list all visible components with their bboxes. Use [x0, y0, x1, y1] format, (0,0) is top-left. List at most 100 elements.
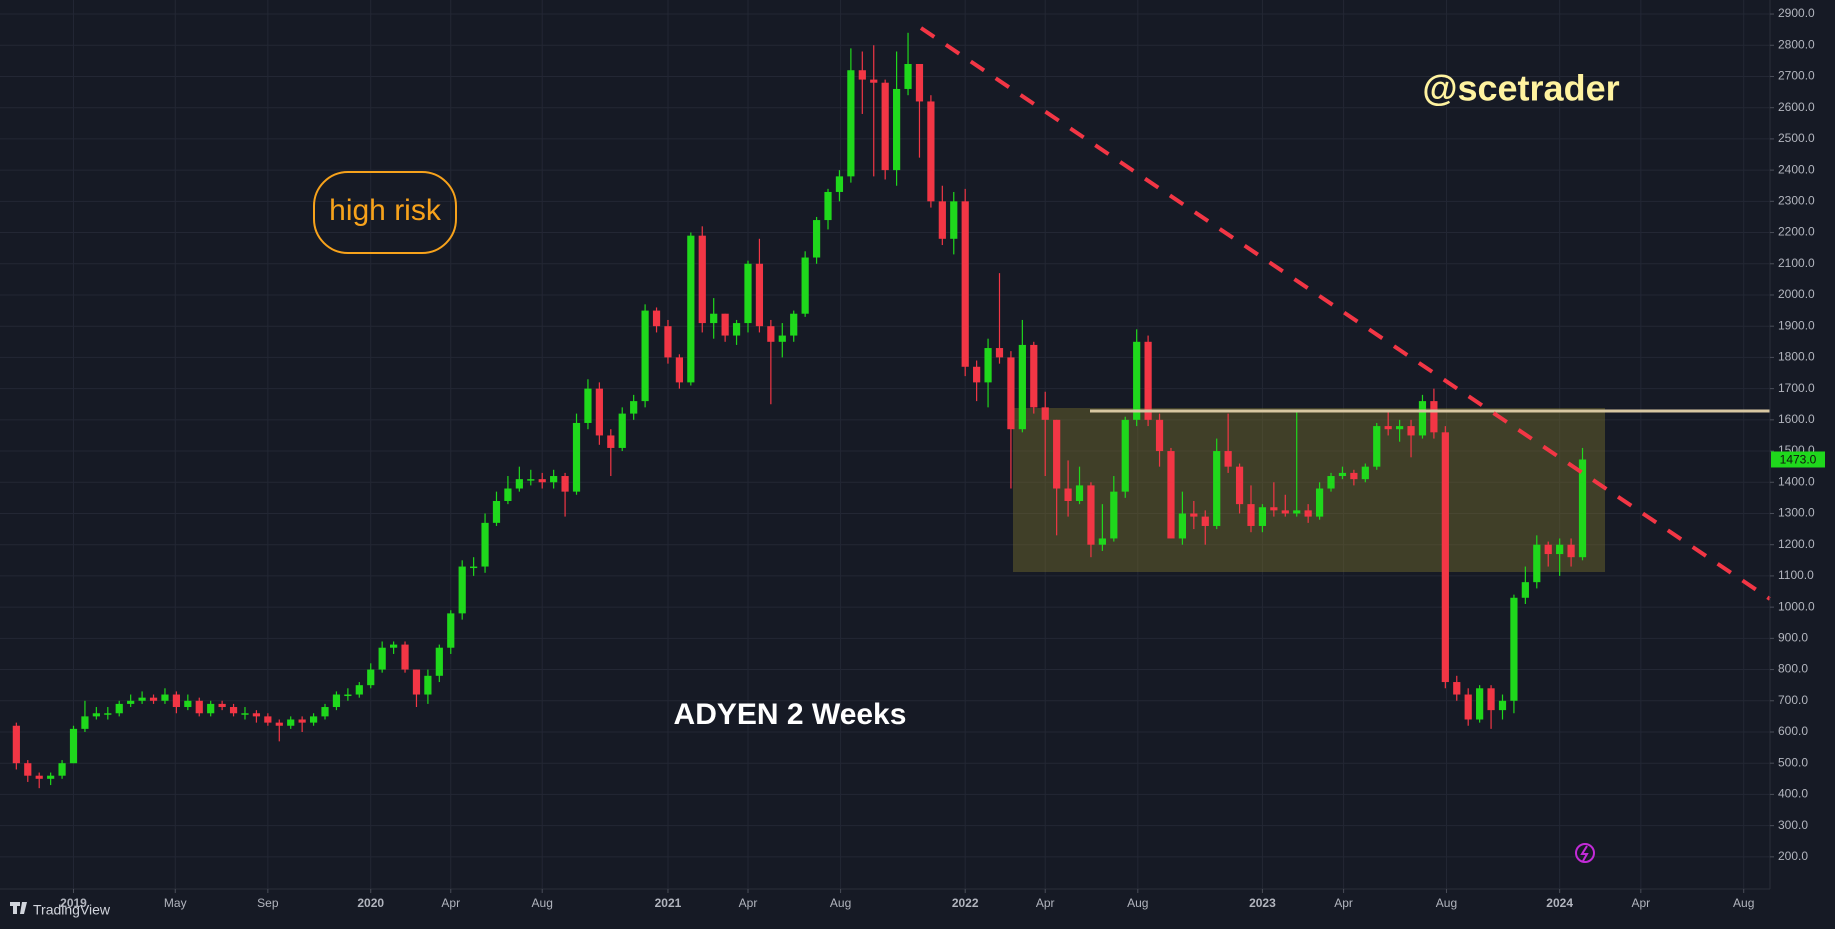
candle-body [275, 722, 283, 726]
candle-body [1384, 426, 1392, 430]
x-tick-label: Aug [532, 896, 553, 910]
candle-body [1521, 582, 1529, 598]
candle-body [595, 388, 603, 436]
candle-body [778, 335, 786, 342]
last-price-tag [1771, 451, 1825, 468]
alert-bolt [1580, 845, 1589, 862]
trend-line [919, 26, 1772, 601]
candle-body [767, 326, 775, 342]
candle-body [1258, 507, 1267, 526]
x-tick-label: Apr [1036, 896, 1055, 910]
candle-body [710, 313, 718, 324]
candle-body [424, 675, 432, 695]
y-tick-label: 800.0 [1778, 662, 1808, 676]
candle-body [241, 713, 249, 715]
candle-body [812, 220, 821, 258]
candle-body [35, 775, 43, 779]
candle-body [584, 388, 592, 423]
x-tick-label: 2019 [60, 896, 87, 910]
candle-body [1281, 510, 1289, 514]
candle-body [264, 716, 272, 723]
candle-body [1556, 544, 1564, 555]
candle-body [744, 263, 752, 324]
candle-body [1075, 485, 1084, 501]
candle-body [435, 647, 443, 676]
candle-body [995, 348, 1004, 358]
candle-body [1327, 476, 1335, 489]
candle-body [492, 500, 501, 523]
candle-body [755, 263, 764, 327]
candle-body [138, 697, 146, 701]
candle-body [687, 235, 695, 383]
y-tick-label: 1200.0 [1778, 537, 1815, 551]
candle-body [1338, 472, 1347, 477]
candle-body [973, 366, 981, 383]
candle-body [1544, 544, 1552, 555]
candle-body [1190, 513, 1198, 517]
y-tick-label: 300.0 [1778, 818, 1808, 832]
candle-body [664, 326, 672, 358]
candle-body [881, 82, 889, 171]
candle-body [69, 728, 78, 764]
candle-body [870, 79, 878, 83]
candle-body [904, 63, 912, 89]
y-tick-label: 1100.0 [1778, 568, 1814, 582]
candle-body [504, 488, 512, 501]
candle-body [1121, 419, 1129, 492]
alert-icon[interactable] [1575, 843, 1595, 863]
candle-body [47, 775, 55, 779]
x-tick-label: 2024 [1546, 896, 1573, 910]
candle-body [1304, 510, 1312, 517]
candle-body [412, 669, 421, 695]
x-tick-label: 2020 [357, 896, 384, 910]
candle-body [458, 566, 466, 614]
chart-title: ADYEN 2 Weeks [674, 698, 907, 731]
x-tick-label: Apr [441, 896, 460, 910]
candle-body [698, 235, 706, 324]
x-tick-label: 2021 [655, 896, 682, 910]
range-box [1013, 408, 1605, 572]
y-tick-label: 2100.0 [1778, 256, 1815, 270]
x-tick-label: 2023 [1249, 896, 1276, 910]
y-tick-label: 900.0 [1778, 631, 1808, 645]
risk-label: high risk [329, 194, 442, 227]
candle-body [721, 313, 729, 336]
x-tick-label: Sep [257, 896, 279, 910]
candle-body [218, 703, 226, 708]
y-tick-label: 2000.0 [1778, 287, 1815, 301]
candle-body [938, 201, 946, 239]
candle-body [1224, 451, 1232, 467]
x-tick-label: Aug [1733, 896, 1754, 910]
candle-body [1007, 357, 1015, 430]
y-tick-label: 500.0 [1778, 755, 1808, 769]
candle-body [1133, 341, 1141, 420]
candle-body [1578, 459, 1587, 558]
x-tick-label: Apr [1334, 896, 1353, 910]
candle-body [641, 310, 649, 402]
candle-body [309, 716, 318, 723]
candle-body [630, 401, 638, 414]
y-tick-label: 1400.0 [1778, 474, 1815, 488]
candle-body [149, 697, 158, 701]
candle-body [1201, 516, 1209, 526]
x-tick-label: Apr [739, 896, 758, 910]
candle-body [287, 719, 295, 726]
candles [12, 32, 1587, 789]
candle-body [732, 323, 741, 336]
y-tick-label: 2300.0 [1778, 194, 1815, 208]
last-price-label: 1473.0 [1780, 453, 1817, 467]
y-tick-label: 2700.0 [1778, 69, 1815, 83]
x-tick-label: 2022 [952, 896, 979, 910]
y-tick-label: 1300.0 [1778, 506, 1815, 520]
candle-body [1087, 485, 1095, 545]
candle-body [1213, 451, 1221, 526]
candle-body [127, 700, 135, 704]
y-tick-label: 2500.0 [1778, 131, 1815, 145]
y-tick-label: 2200.0 [1778, 225, 1815, 239]
candle-body [1476, 688, 1484, 720]
candle-body [470, 566, 478, 569]
candle-body [847, 70, 855, 177]
y-tick-label: 1000.0 [1778, 599, 1815, 613]
candle-body [618, 413, 626, 448]
